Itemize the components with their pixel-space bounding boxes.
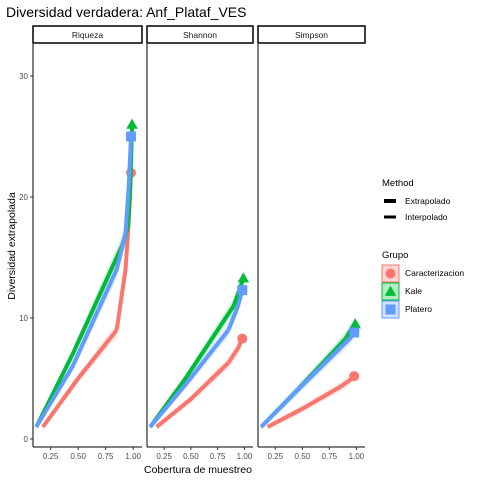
observed-point <box>349 371 360 382</box>
facet-strip-label: Shannon <box>183 30 217 40</box>
observed-point <box>237 333 248 344</box>
interpolado-line <box>34 268 119 428</box>
interpolado-line <box>41 328 119 429</box>
observed-point <box>349 318 362 329</box>
facet-strip <box>146 25 254 44</box>
x-tick-label: 0.25 <box>156 452 172 461</box>
facet-strip <box>32 25 143 44</box>
extrapolado-line <box>226 289 245 331</box>
legend-group-label: Platero <box>405 304 432 314</box>
x-tick-label: 0.75 <box>98 452 114 461</box>
legend-group-label: Caracterizacion <box>405 268 464 278</box>
facet-strip-label: Simpson <box>295 30 328 40</box>
legend-group-symbol <box>385 304 396 315</box>
interpolado-line <box>155 361 230 429</box>
confidence-band <box>36 122 131 430</box>
interpolado-line <box>266 385 342 429</box>
facet-strip-label: Riqueza <box>72 30 103 40</box>
chart-title: Diversidad verdadera: Anf_Plataf_VES <box>6 4 246 20</box>
observed-point <box>126 118 138 129</box>
observed-point <box>237 272 250 283</box>
facet-panels: Riqueza 0 10 20 30 0.25 0.50 0.75 1.00 Shannon 0.2… <box>19 25 366 461</box>
x-tick-label: 1.00 <box>237 452 253 461</box>
legend-method-label: Interpolado <box>405 212 448 222</box>
x-tick-label: 0.50 <box>295 452 311 461</box>
x-tick-label: 1.00 <box>125 452 141 461</box>
x-tick-label: 0.75 <box>210 452 226 461</box>
legend-group-label: Kale <box>405 286 422 296</box>
interpolado-line <box>148 328 230 429</box>
legend: Method Grupo Extrapolado Interpolado Carac… <box>381 178 464 319</box>
series-platero <box>259 325 360 430</box>
facet-shannon: Shannon 0.25 0.50 0.75 1.00 <box>146 25 254 461</box>
facet-simpson: Simpson 0.25 0.50 0.75 1.00 <box>257 25 366 461</box>
y-tick-label: 10 <box>19 314 28 323</box>
series-platero <box>34 122 136 430</box>
legend-method-label: Extrapolado <box>405 196 451 206</box>
x-tick-label: 0.50 <box>70 452 86 461</box>
legend-group-symbol <box>384 285 397 296</box>
x-tick-label: 0.25 <box>43 452 59 461</box>
legend-group-symbol <box>385 268 396 279</box>
x-tick-label: 0.25 <box>268 452 284 461</box>
x-tick-label: 1.00 <box>349 452 365 461</box>
facet-strip <box>257 25 366 44</box>
interpolado-line <box>259 346 342 429</box>
y-tick-label: 30 <box>19 72 28 81</box>
observed-point <box>237 285 248 296</box>
extrapolado-line <box>114 136 133 271</box>
interpolado-line <box>34 244 125 428</box>
series-kale <box>34 109 138 430</box>
y-tick-label: 0 <box>24 435 29 444</box>
legend-method-title: Method <box>382 178 414 189</box>
facet-riqueza: Riqueza 0 10 20 30 0.25 0.50 0.75 1.00 <box>19 25 143 461</box>
y-tick-label: 20 <box>19 193 28 202</box>
series-caracterizacion <box>155 332 248 430</box>
observed-point <box>125 131 136 142</box>
series-caracterizacion <box>266 371 360 430</box>
x-tick-label: 0.50 <box>183 452 199 461</box>
legend-group-title: Grupo <box>382 250 408 261</box>
x-axis-title: Cobertura de muestreo <box>144 464 252 476</box>
x-tick-label: 0.75 <box>322 452 338 461</box>
series-platero <box>148 281 248 430</box>
y-axis-title: Diversidad extrapolada <box>6 192 18 300</box>
observed-point <box>349 327 360 338</box>
